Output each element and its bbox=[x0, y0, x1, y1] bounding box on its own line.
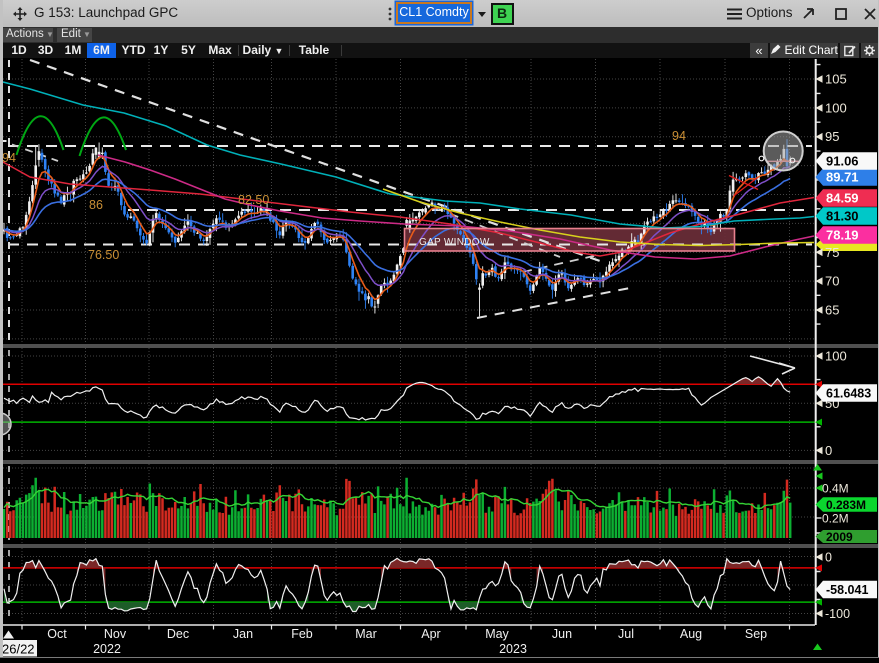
svg-text:Dec: Dec bbox=[167, 627, 189, 641]
svg-text:61.6483: 61.6483 bbox=[826, 387, 871, 401]
svg-text:2009: 2009 bbox=[826, 530, 853, 544]
svg-text:78.19: 78.19 bbox=[826, 228, 859, 243]
svg-text:Sep: Sep bbox=[745, 627, 767, 641]
svg-text:0: 0 bbox=[825, 551, 832, 565]
svg-text:94: 94 bbox=[672, 129, 686, 143]
svg-text:82.50: 82.50 bbox=[238, 193, 269, 207]
svg-text:95: 95 bbox=[825, 129, 839, 144]
svg-text:0.4M: 0.4M bbox=[822, 482, 849, 496]
svg-text:Oct: Oct bbox=[47, 627, 67, 641]
svg-text:2022: 2022 bbox=[93, 642, 121, 656]
svg-text:75: 75 bbox=[825, 245, 839, 260]
svg-text:89.71: 89.71 bbox=[826, 170, 859, 185]
svg-text:Jan: Jan bbox=[233, 627, 253, 641]
svg-text:84.59: 84.59 bbox=[826, 191, 859, 206]
svg-text:Nov: Nov bbox=[104, 627, 127, 641]
svg-text:100: 100 bbox=[825, 100, 847, 115]
svg-text:65: 65 bbox=[825, 303, 839, 318]
svg-text:0.2M: 0.2M bbox=[822, 512, 849, 526]
svg-text:70: 70 bbox=[825, 274, 839, 289]
svg-text:Mar: Mar bbox=[355, 627, 377, 641]
svg-text:-100: -100 bbox=[825, 607, 850, 621]
svg-text:-58.041: -58.041 bbox=[826, 583, 868, 597]
svg-text:26/22: 26/22 bbox=[2, 642, 35, 657]
svg-text:0.283M: 0.283M bbox=[826, 498, 866, 512]
svg-text:100: 100 bbox=[825, 349, 847, 364]
svg-text:105: 105 bbox=[825, 72, 847, 87]
svg-text:Feb: Feb bbox=[291, 627, 313, 641]
svg-text:GAP WINDOW: GAP WINDOW bbox=[419, 237, 490, 248]
svg-text:Jun: Jun bbox=[552, 627, 572, 641]
svg-text:Aug: Aug bbox=[680, 627, 702, 641]
svg-text:Jul: Jul bbox=[618, 627, 634, 641]
svg-text:81.30: 81.30 bbox=[826, 209, 859, 224]
svg-text:Apr: Apr bbox=[421, 627, 440, 641]
svg-text:86: 86 bbox=[89, 198, 103, 212]
svg-text:94: 94 bbox=[2, 151, 16, 165]
svg-text:May: May bbox=[485, 627, 509, 641]
svg-text:0: 0 bbox=[825, 443, 832, 458]
svg-text:2023: 2023 bbox=[499, 642, 527, 656]
svg-text:76.50: 76.50 bbox=[88, 248, 119, 262]
svg-text:91.06: 91.06 bbox=[826, 154, 859, 169]
